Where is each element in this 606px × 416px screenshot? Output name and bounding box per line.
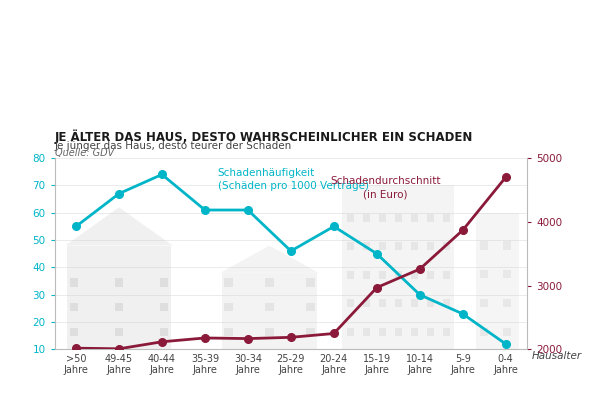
Bar xyxy=(115,303,123,311)
Bar xyxy=(224,303,233,311)
Bar xyxy=(115,327,123,336)
Bar xyxy=(395,327,402,336)
Text: Schadendurchschnitt
(in Euro): Schadendurchschnitt (in Euro) xyxy=(330,176,441,200)
Bar xyxy=(306,327,315,336)
Bar xyxy=(115,278,123,287)
Bar xyxy=(480,299,488,307)
Bar xyxy=(427,214,435,222)
Bar xyxy=(480,270,488,278)
Bar xyxy=(342,186,454,349)
Bar xyxy=(379,299,387,307)
Bar xyxy=(395,214,402,222)
Bar xyxy=(411,242,419,250)
Bar xyxy=(443,271,450,279)
Bar xyxy=(476,213,519,349)
Bar xyxy=(363,214,370,222)
Bar xyxy=(160,278,168,287)
Bar xyxy=(160,327,168,336)
Bar xyxy=(427,299,435,307)
Bar xyxy=(427,327,435,336)
Bar xyxy=(443,214,450,222)
Bar xyxy=(347,271,355,279)
Bar xyxy=(504,270,511,278)
Bar xyxy=(306,278,315,287)
Bar xyxy=(222,273,317,349)
Bar xyxy=(504,241,511,250)
Bar xyxy=(265,278,274,287)
Bar xyxy=(70,327,78,336)
Bar xyxy=(504,327,511,336)
Bar xyxy=(443,242,450,250)
Bar xyxy=(347,214,355,222)
Bar xyxy=(379,327,387,336)
Bar xyxy=(411,214,419,222)
Bar xyxy=(363,299,370,307)
Bar xyxy=(265,303,274,311)
Bar xyxy=(480,241,488,250)
Bar xyxy=(224,327,233,336)
Bar xyxy=(427,271,435,279)
Bar xyxy=(443,299,450,307)
Text: Hausalter: Hausalter xyxy=(531,351,582,361)
Bar xyxy=(411,299,419,307)
Text: Quelle: GDV: Quelle: GDV xyxy=(55,148,114,158)
Bar xyxy=(379,214,387,222)
Bar xyxy=(379,271,387,279)
Bar xyxy=(70,278,78,287)
Bar xyxy=(395,242,402,250)
Bar xyxy=(306,303,315,311)
Bar xyxy=(411,327,419,336)
Bar xyxy=(224,278,233,287)
Bar xyxy=(265,327,274,336)
Bar xyxy=(363,271,370,279)
Bar xyxy=(363,327,370,336)
Bar xyxy=(347,242,355,250)
Bar xyxy=(411,271,419,279)
Text: JE ÄLTER DAS HAUS, DESTO WAHRSCHEINLICHER EIN SCHADEN: JE ÄLTER DAS HAUS, DESTO WAHRSCHEINLICHE… xyxy=(55,130,473,144)
Bar xyxy=(395,299,402,307)
Bar xyxy=(480,327,488,336)
Polygon shape xyxy=(220,245,319,273)
Polygon shape xyxy=(65,207,173,245)
Text: Je jünger das Haus, desto teurer der Schaden: Je jünger das Haus, desto teurer der Sch… xyxy=(55,141,292,151)
Bar xyxy=(160,303,168,311)
Bar xyxy=(443,327,450,336)
Bar xyxy=(67,245,170,349)
Bar xyxy=(504,299,511,307)
Bar xyxy=(395,271,402,279)
Bar xyxy=(347,327,355,336)
Bar xyxy=(363,242,370,250)
Bar xyxy=(70,303,78,311)
Bar xyxy=(347,299,355,307)
Bar xyxy=(427,242,435,250)
Text: Schadenhäufigkeit
(Schäden pro 1000 Verträge): Schadenhäufigkeit (Schäden pro 1000 Vert… xyxy=(218,168,369,191)
Bar xyxy=(379,242,387,250)
